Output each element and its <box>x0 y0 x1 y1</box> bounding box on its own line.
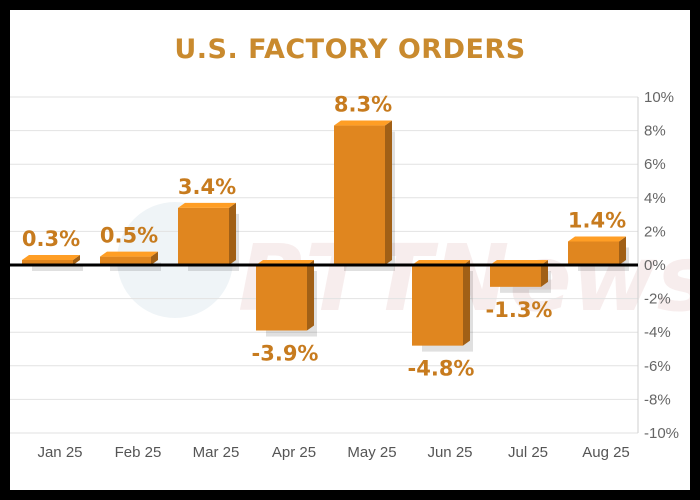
bar-front <box>412 265 463 346</box>
chart-title: U.S. FACTORY ORDERS <box>174 34 526 65</box>
data-label: 1.4% <box>568 208 626 232</box>
data-label: -1.3% <box>486 298 553 322</box>
bar-side <box>307 260 314 331</box>
bar-top <box>568 236 626 242</box>
bar <box>22 254 83 271</box>
bar <box>178 202 239 271</box>
bar-side <box>229 202 236 265</box>
y-tick-label: -6% <box>644 358 671 375</box>
bar-front <box>334 125 385 265</box>
x-tick-label: Mar 25 <box>193 444 240 461</box>
bar-chart: RTTNews 10%8%6%4%2%0%-2%-4%-6%-8%-10% 0.… <box>10 89 690 461</box>
bar-side <box>151 251 158 265</box>
x-tick-label: May 25 <box>347 444 396 461</box>
data-label: 0.5% <box>100 224 158 248</box>
y-tick-label: 4% <box>644 190 666 207</box>
bar-shadow <box>110 262 161 271</box>
y-tick-label: 6% <box>644 156 666 173</box>
data-label: -4.8% <box>408 357 475 381</box>
bar-top <box>334 120 392 126</box>
bar <box>100 251 161 271</box>
bar-shadow <box>32 265 83 271</box>
x-tick-label: Jan 25 <box>37 444 82 461</box>
bar-top <box>178 202 236 208</box>
x-tick-label: Aug 25 <box>582 444 630 461</box>
bar-side <box>73 254 80 265</box>
bars <box>22 120 629 352</box>
x-tick-label: Jun 25 <box>427 444 472 461</box>
data-label: 0.3% <box>22 227 80 251</box>
y-tick-label: -8% <box>644 391 671 408</box>
y-tick-label: 2% <box>644 223 666 240</box>
y-tick-label: -4% <box>644 324 671 341</box>
bar-side <box>385 120 392 265</box>
data-label: 3.4% <box>178 175 236 199</box>
data-label: -3.9% <box>252 342 319 366</box>
grid-lines <box>10 96 638 434</box>
x-tick-label: Jul 25 <box>508 444 548 461</box>
bar-front <box>256 265 307 331</box>
bar <box>256 260 317 337</box>
bar-front <box>178 207 229 265</box>
chart-frame: U.S. FACTORY ORDERS RTTNews 10%8%6%4%2%0… <box>10 10 690 490</box>
x-tick-label: Apr 25 <box>272 444 316 461</box>
bar-top <box>100 251 158 257</box>
bar-side <box>619 236 626 265</box>
bar-side <box>541 260 548 287</box>
bar-front <box>568 241 619 265</box>
bar <box>412 260 473 352</box>
bar-front <box>100 256 151 265</box>
bar-side <box>463 260 470 346</box>
bar-top <box>22 254 80 260</box>
y-tick-label: 8% <box>644 123 666 140</box>
y-tick-label: 10% <box>644 89 674 106</box>
x-tick-label: Feb 25 <box>115 444 162 461</box>
axes: 10% 8% 6% 4% 2% 0% -2% -4% -6% -8% -10% <box>10 89 679 442</box>
data-label: 8.3% <box>334 93 392 117</box>
y-tick-label: 0% <box>644 257 666 274</box>
y-tick-label: -2% <box>644 291 671 308</box>
bar-front <box>490 265 541 287</box>
bar <box>334 120 395 271</box>
labels: 0.3% Jan 25 0.5% Feb 25 3.4% Mar 25 -3.9% Apr 2… <box>22 93 630 461</box>
y-tick-label: -10% <box>644 425 679 442</box>
bar-front <box>22 259 73 265</box>
